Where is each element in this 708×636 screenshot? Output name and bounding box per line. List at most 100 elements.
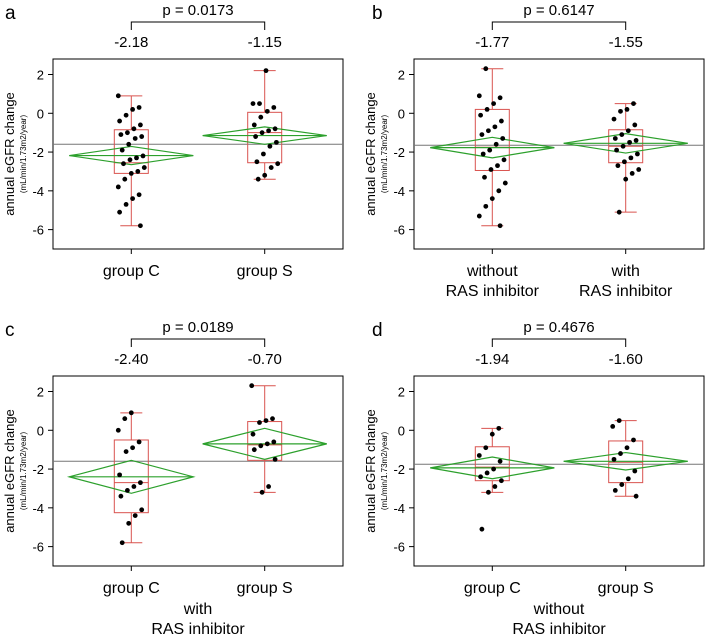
y-tick-label: -2 <box>393 462 405 477</box>
data-point <box>130 445 136 451</box>
data-point <box>115 184 121 190</box>
data-point <box>616 418 622 423</box>
data-point <box>625 128 631 134</box>
y-axis-units: (mL/min/1.73m2/year) <box>19 432 28 511</box>
y-axis-label: annual eGFR change <box>2 92 17 216</box>
y-axis-label: annual eGFR change <box>363 409 378 533</box>
data-point <box>487 147 493 153</box>
data-point <box>614 147 619 153</box>
data-point <box>118 132 124 138</box>
data-point <box>117 472 122 478</box>
y-tick-label: 0 <box>398 106 405 121</box>
data-point <box>479 526 485 532</box>
panel-subtitle: without <box>533 601 585 618</box>
data-point <box>128 410 134 416</box>
x-category-label: RAS inhibitor <box>579 283 673 300</box>
data-point <box>126 520 132 526</box>
data-point <box>122 416 128 422</box>
data-point <box>619 482 625 487</box>
significance-bracket <box>491 21 627 30</box>
data-point <box>635 151 640 157</box>
y-tick-label: -4 <box>393 184 405 199</box>
data-point <box>632 468 638 474</box>
y-tick-label: -6 <box>393 223 405 238</box>
data-point <box>119 147 125 153</box>
data-point <box>491 466 496 472</box>
panel-d: d 2 0 -2 -4 -6 annual eGFR change (mL/min/1.73m… <box>363 319 705 636</box>
panel-letter: d <box>372 320 383 341</box>
data-point <box>636 167 642 172</box>
p-value: p = 0.0173 <box>162 2 233 19</box>
y-tick-label: 2 <box>398 385 405 400</box>
group-mean-label: -1.77 <box>475 34 509 51</box>
data-point <box>255 176 261 182</box>
data-point <box>262 172 268 178</box>
data-point <box>258 443 264 449</box>
p-value: p = 0.4676 <box>523 319 594 336</box>
data-point <box>263 68 269 74</box>
data-point <box>134 155 139 161</box>
data-point <box>264 108 270 114</box>
y-axis-units: (mL/min/1.73m2/year) <box>380 432 389 511</box>
data-point <box>479 132 485 138</box>
data-point <box>123 449 129 455</box>
data-point <box>489 196 495 201</box>
data-point <box>132 513 138 518</box>
data-point <box>492 484 498 489</box>
x-category-label: group S <box>598 580 654 597</box>
data-point <box>266 128 271 134</box>
y-tick-label: 2 <box>37 68 44 83</box>
data-point <box>478 112 483 118</box>
x-category-label: group S <box>237 580 293 597</box>
data-point <box>138 480 143 486</box>
data-point <box>483 203 489 209</box>
data-point <box>611 116 617 122</box>
plot-frame <box>52 58 344 250</box>
plot-frame <box>413 58 705 250</box>
y-tick-label: 0 <box>37 106 44 121</box>
group-mean-label: -2.18 <box>114 34 148 51</box>
data-point <box>486 489 491 495</box>
y-tick-label: 2 <box>37 385 44 400</box>
data-point <box>131 126 137 132</box>
data-point <box>492 124 498 130</box>
data-point <box>135 169 141 174</box>
data-point <box>136 192 142 198</box>
data-point <box>251 122 257 128</box>
y-tick-label: -2 <box>393 145 405 160</box>
x-category-label: group S <box>237 263 293 280</box>
data-point <box>130 107 136 112</box>
panel-letter: c <box>5 320 15 341</box>
data-point <box>117 118 122 124</box>
data-point <box>612 487 618 493</box>
y-tick-label: -6 <box>32 540 44 555</box>
data-point <box>139 507 145 513</box>
y-tick-label: -4 <box>32 501 44 516</box>
y-tick-label: -4 <box>393 501 405 516</box>
data-point <box>496 188 502 194</box>
data-point <box>616 209 622 215</box>
data-point <box>629 170 635 176</box>
data-point <box>125 487 130 493</box>
data-point <box>486 128 491 134</box>
y-tick-label: 0 <box>37 423 44 438</box>
data-point <box>615 163 621 169</box>
data-point <box>499 118 504 124</box>
plot-frame <box>413 375 705 567</box>
y-tick-label: -6 <box>393 540 405 555</box>
data-point <box>130 196 136 201</box>
data-point <box>500 136 506 141</box>
data-point <box>625 476 631 482</box>
box <box>247 421 283 461</box>
data-point <box>115 427 121 433</box>
data-point <box>254 159 260 165</box>
data-point <box>497 95 503 101</box>
data-point <box>271 439 277 445</box>
y-tick-label: -4 <box>32 184 44 199</box>
data-point <box>612 136 618 141</box>
data-point <box>624 107 630 112</box>
data-point <box>250 101 256 106</box>
data-point <box>266 484 271 489</box>
data-point <box>274 139 279 145</box>
panel-c: c 2 0 -2 -4 -6 annual eGFR change (mL/min/1.73m… <box>2 319 344 636</box>
